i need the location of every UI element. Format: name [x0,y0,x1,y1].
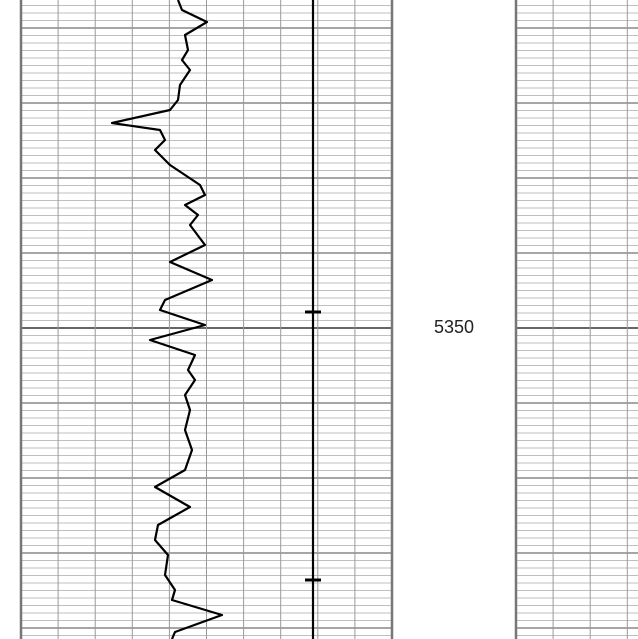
grid [19,0,638,639]
log-curve [110,0,224,639]
depth-label: 5350 [434,317,474,337]
